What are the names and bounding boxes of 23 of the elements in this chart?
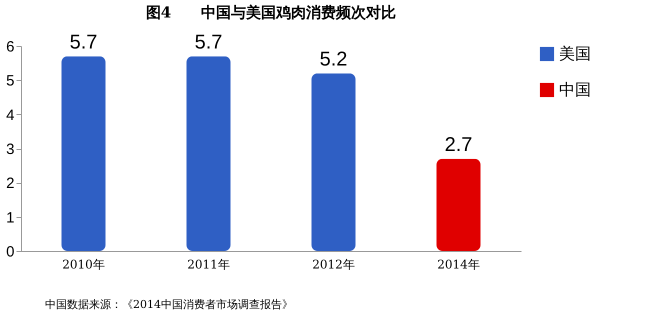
y-tick-label: 3	[6, 141, 14, 158]
text: 中国数据来源：《2014中国消费者市场调查报告》	[45, 298, 293, 312]
chart-title: 图4 中国与美国鸡肉消费频次对比	[146, 3, 396, 22]
y-tick-label: 5	[6, 72, 14, 90]
bar	[312, 73, 356, 251]
data-label: 5.2	[320, 48, 348, 70]
legend-label: 中国	[559, 80, 591, 99]
y-tick-label: 4	[6, 106, 14, 124]
bar	[436, 158, 480, 251]
data-label: 5.7	[194, 31, 222, 54]
x-tick-label: 2012年	[312, 258, 355, 272]
bar	[62, 56, 106, 251]
y-tick-label: 1	[6, 209, 14, 226]
y-tick-label: 2	[6, 175, 14, 192]
data-label: 2.7	[444, 134, 472, 156]
legend-label: 美国	[559, 44, 591, 63]
data-label: 5.7	[70, 31, 98, 54]
x-tick-label: 2010年	[62, 258, 105, 272]
bar	[186, 56, 230, 251]
y-tick-label: 0	[6, 244, 14, 260]
x-tick-label: 2014年	[437, 258, 480, 272]
y-tick-label: 6	[6, 38, 14, 56]
x-tick-label: 2011年	[187, 258, 230, 272]
